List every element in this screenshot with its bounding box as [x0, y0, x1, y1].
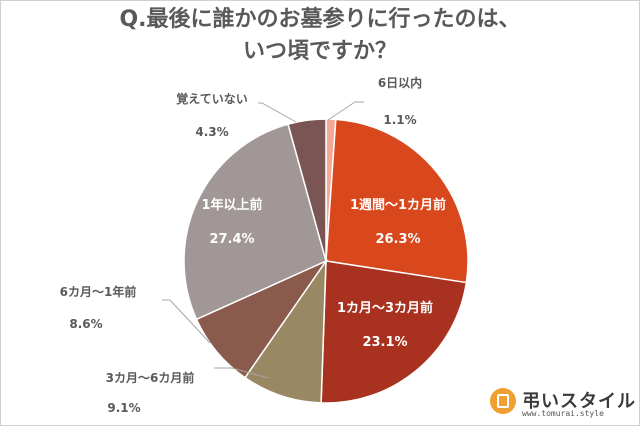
slice-value-label: 8.6% [69, 317, 102, 331]
slice-label: 3カ月～6カ月前 [106, 370, 195, 385]
pie-slice [243, 258, 327, 404]
logo-mark-icon [490, 388, 516, 414]
slice-label: 6日以内 [378, 75, 422, 90]
slice-labels: 6日以内 1.1% 1週間～1カ月前 26.3% 1カ月～3カ月前 23.1% 3カ月～6カ… [60, 75, 446, 415]
title-line-1: Q.最後に誰かのお墓参りに行ったのは、 [119, 7, 521, 32]
title-line-2: いつ頃ですか？ [242, 39, 397, 64]
leader-line [162, 299, 211, 344]
slice-value-label: 1.1% [383, 113, 416, 127]
slice-value-label: 9.1% [107, 401, 140, 415]
slice-label: 1カ月～3カ月前 [337, 300, 433, 316]
slice-label: 1週間～1カ月前 [350, 197, 446, 213]
slice-label: 6カ月～1年前 [60, 284, 137, 299]
leader-lines [162, 101, 364, 379]
slice-value-label: 4.3% [195, 125, 228, 139]
pie-slice [325, 118, 469, 284]
pie-slice [287, 118, 327, 262]
leader-line [327, 101, 364, 121]
leader-line [214, 367, 269, 379]
slice-value-label: 23.1% [362, 335, 407, 350]
pie-slices [183, 118, 469, 404]
slice-label: 1年以上前 [201, 197, 262, 213]
slice-label: 覚えていない [176, 91, 247, 106]
brand-logo: 弔いスタイル www.tomurai.style [490, 386, 635, 422]
leader-line [258, 102, 297, 123]
slice-value-label: 27.4% [209, 232, 254, 247]
pie-slice [320, 260, 468, 404]
logo-name: 弔いスタイル [522, 391, 636, 412]
chart-title: Q.最後に誰かのお墓参りに行ったのは、 いつ頃ですか？ [0, 4, 640, 68]
slice-value-label: 26.3% [375, 232, 420, 247]
pie-slice [183, 123, 327, 321]
logo-url: www.tomurai.style [522, 409, 604, 418]
